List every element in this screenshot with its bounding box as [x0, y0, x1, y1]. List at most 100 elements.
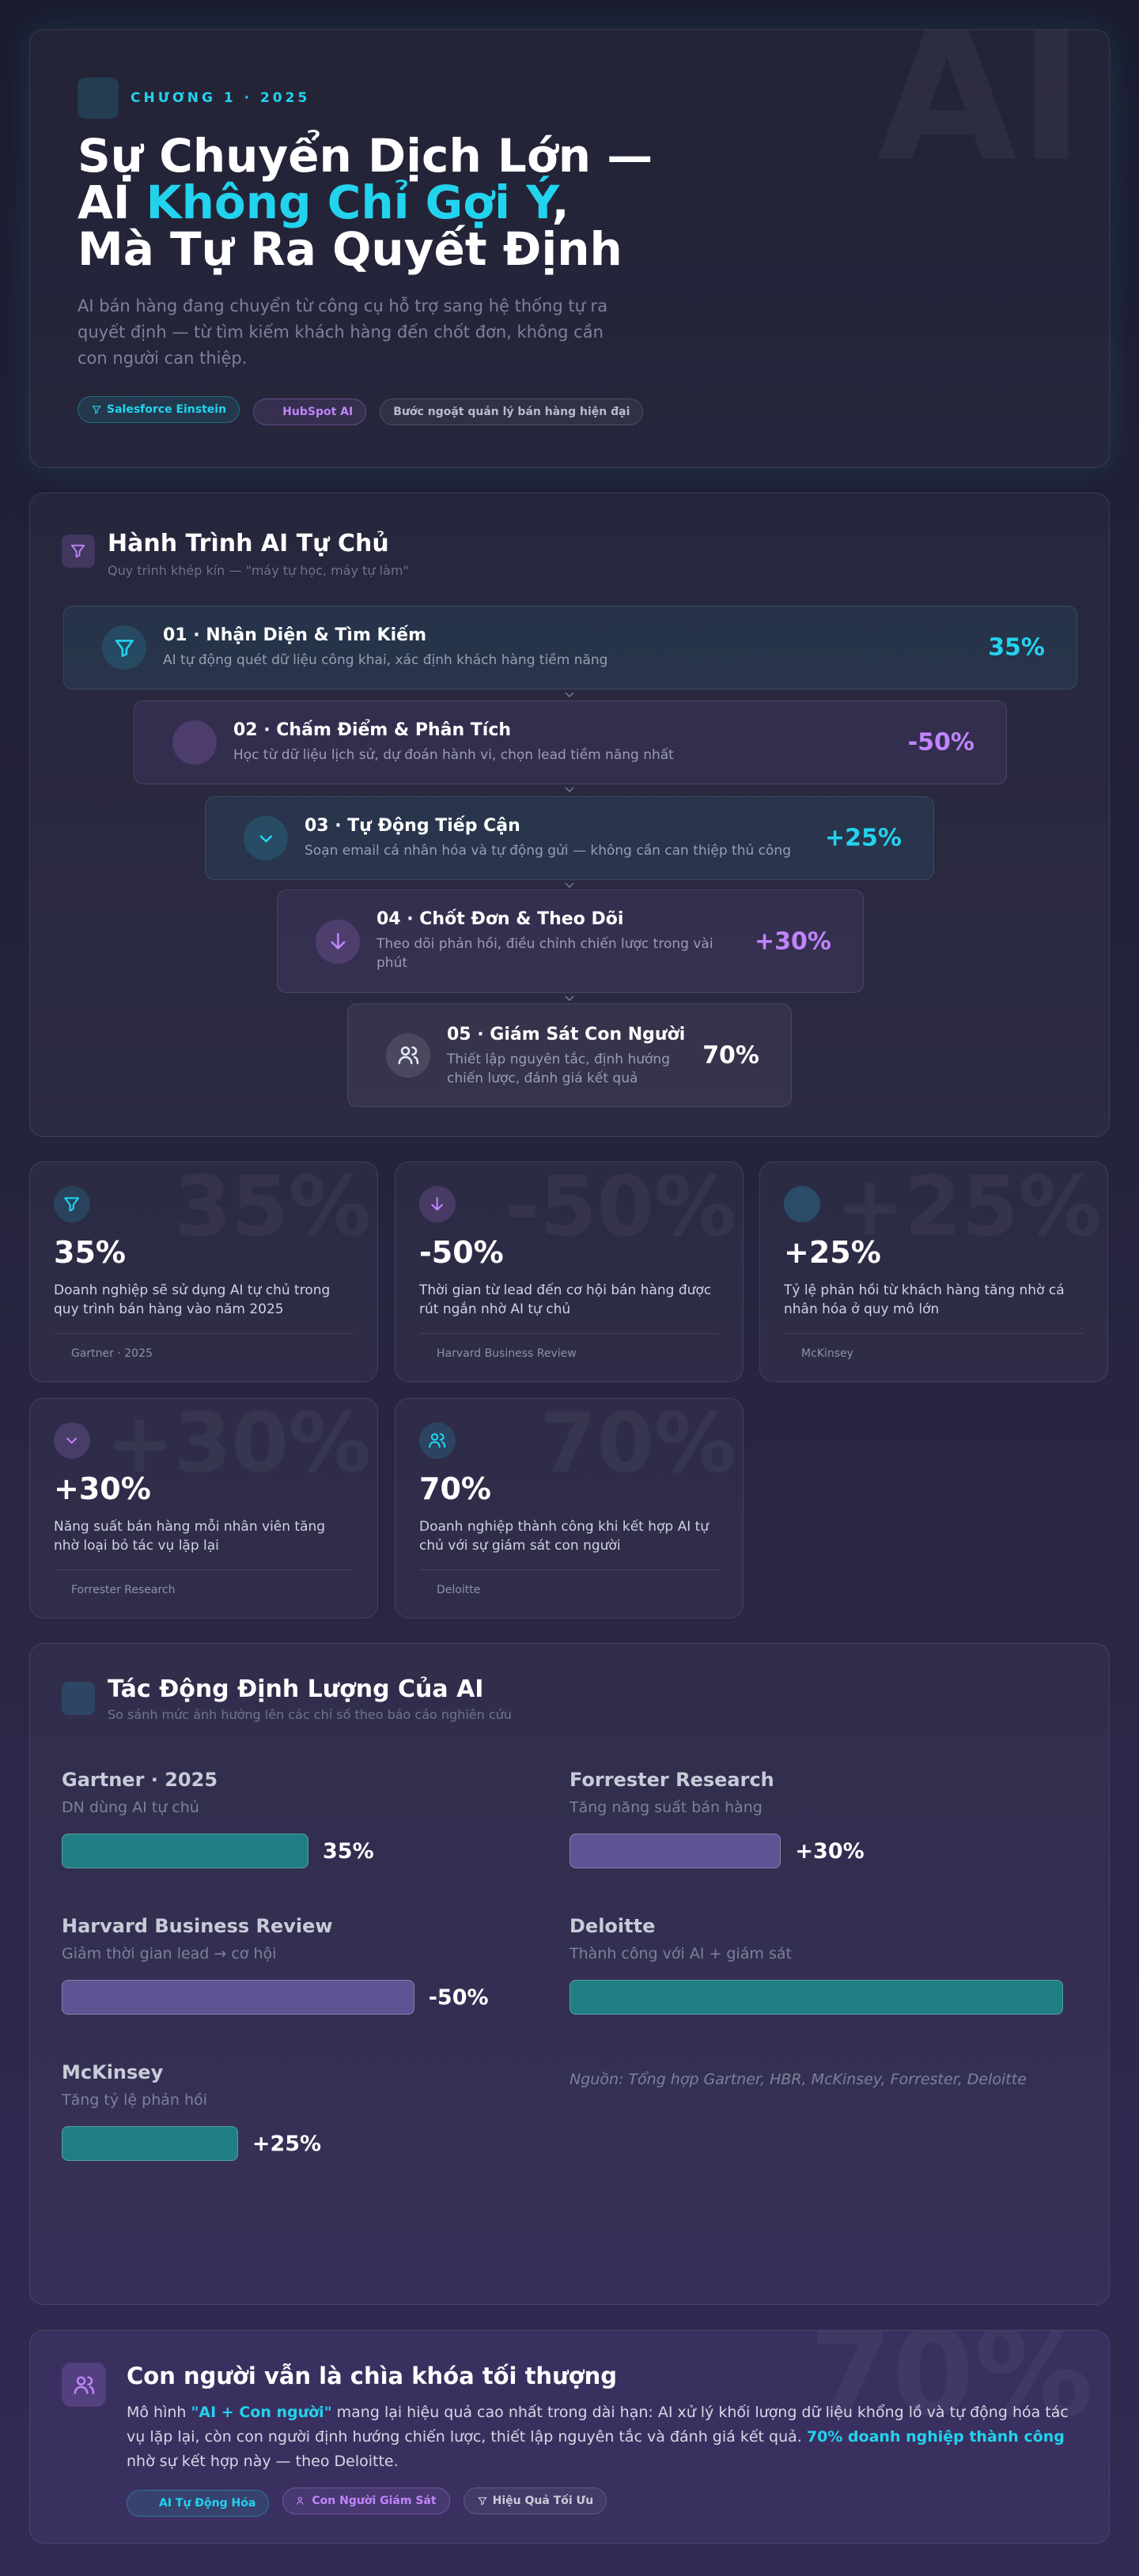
stat-card: 70% 70% Doanh nghiệp thành công khi kết … — [395, 1398, 744, 1618]
impact-item: Forrester Research Tăng năng suất bán hàn… — [570, 1769, 1076, 1868]
section-title: Hành Trình AI Tự Chủ — [108, 530, 389, 557]
step-value: +30% — [755, 927, 831, 955]
journey-card: Hành Trình AI Tự Chủ Quy trình khép kín … — [29, 493, 1110, 1137]
tag: Con Người Giám Sát — [282, 2487, 450, 2514]
stat-source: McKinsey — [801, 1347, 853, 1360]
conclusion-title: Con người vẫn là chìa khóa tối thượng — [127, 2363, 618, 2389]
step-icon — [386, 1033, 430, 1078]
bar-row: 35% — [62, 1834, 568, 1868]
divider — [54, 1569, 354, 1570]
item-source: McKinsey — [62, 2061, 164, 2083]
item-metric: Tăng tỷ lệ phản hồi — [62, 2091, 207, 2109]
description: AI bán hàng đang chuyển từ công cụ hỗ tr… — [78, 297, 608, 368]
divider — [419, 1569, 719, 1570]
step-value: 35% — [988, 633, 1045, 662]
highlight: 70% doanh nghiệp thành công — [806, 2428, 1065, 2446]
tag: Hiệu Quả Tối Ưu — [463, 2487, 607, 2514]
step-description: Soạn email cá nhân hóa và tự động gửi — … — [305, 843, 791, 859]
step-description: AI tự động quét dữ liệu công khai, xác đ… — [163, 652, 608, 668]
connector — [565, 692, 574, 698]
watermark: AI — [876, 30, 1085, 188]
item-metric: Thành công với AI + giám sát — [570, 1945, 792, 1962]
stat-description: Năng suất bán hàng mỗi nhân viên tăng nh… — [54, 1519, 326, 1554]
step-description: Thiết lập nguyên tắc, định hướng chiến l… — [447, 1052, 671, 1086]
step-value: -50% — [907, 728, 974, 757]
icon — [62, 2363, 106, 2407]
stat-card: -50% -50% Thời gian từ lead đến cơ hội b… — [395, 1161, 744, 1382]
stat-description: Doanh nghiệp sẽ sử dụng AI tự chủ trong … — [54, 1282, 331, 1317]
watermark: +30% — [105, 1402, 371, 1484]
title-line: AI Không Chỉ Gợi Ý, — [78, 179, 653, 226]
watermark: -50% — [505, 1165, 736, 1248]
icon — [419, 1186, 456, 1222]
section-subtitle: Quy trình khép kín — "máy tự học, máy tự… — [108, 563, 409, 578]
tag-text: Salesforce Einstein — [107, 403, 227, 416]
text: AI — [78, 176, 146, 229]
stat-value: +30% — [54, 1471, 151, 1506]
stat-description: Tỷ lệ phản hồi từ khách hàng tăng nhờ cá… — [784, 1282, 1065, 1317]
connector — [565, 787, 574, 793]
step-value: +25% — [825, 824, 902, 852]
step-icon — [316, 919, 360, 964]
tag-text: AI Tự Động Hóa — [159, 2497, 256, 2510]
tag-text: Con Người Giám Sát — [312, 2495, 437, 2507]
tag-text: Hiệu Quả Tối Ưu — [492, 2495, 594, 2507]
step: 01 · Nhận Diện & Tìm Kiếm AI tự động qué… — [63, 606, 1077, 689]
title-line: Sự Chuyển Dịch Lớn — — [78, 129, 653, 183]
connector — [565, 995, 574, 1002]
bar — [570, 1834, 781, 1868]
watermark: 70% — [809, 2331, 1093, 2434]
hero-card: AI CHƯƠNG 1 · 2025 Sự Chuyển Dịch Lớn — … — [29, 29, 1110, 468]
step-title: 05 · Giám Sát Con Người — [447, 1025, 686, 1044]
bar — [62, 2126, 238, 2161]
section-title: Tác Động Định Lượng Của AI — [108, 1675, 484, 1703]
connector — [565, 882, 574, 889]
stat-card: 35% 35% Doanh nghiệp sẽ sử dụng AI tự ch… — [29, 1161, 378, 1382]
step-icon — [172, 720, 217, 765]
step: 02 · Chấm Điểm & Phân Tích Học từ dữ liệ… — [134, 701, 1007, 784]
icon — [62, 1682, 95, 1715]
tag-text: HubSpot AI — [282, 406, 354, 418]
text: Mô hình — [127, 2404, 191, 2421]
icon — [62, 534, 95, 568]
bar-row: +30% — [570, 1834, 1076, 1868]
icon — [54, 1186, 90, 1222]
bar-label: +30% — [795, 1838, 865, 1864]
tag: HubSpot AI — [253, 398, 367, 425]
watermark: 35% — [174, 1165, 371, 1248]
divider — [419, 1333, 719, 1334]
step-value: 70% — [702, 1041, 759, 1069]
tags: Salesforce Einstein HubSpot AI Bước ngoặ… — [78, 396, 653, 425]
impact-item: McKinsey Tăng tỷ lệ phản hồi +25% — [62, 2061, 568, 2161]
bar-label: 35% — [323, 1838, 374, 1864]
bar-label: -50% — [428, 1985, 489, 2010]
highlight: Không Chỉ Gợi Ý — [146, 176, 552, 229]
stat-source: Gartner · 2025 — [71, 1347, 153, 1360]
stat-source: Deloitte — [437, 1584, 481, 1596]
stat-card: +25% +25% Tỷ lệ phản hồi từ khách hàng t… — [759, 1161, 1108, 1382]
conclusion-body: Mô hình "AI + Con người" mang lại hiệu q… — [127, 2400, 1084, 2474]
stat-card: +30% +30% Năng suất bán hàng mỗi nhân vi… — [29, 1398, 378, 1618]
tag-text: Bước ngoặt quản lý bán hàng hiện đại — [393, 406, 630, 418]
step-icon — [244, 816, 288, 860]
item-metric: Giảm thời gian lead → cơ hội — [62, 1945, 277, 1962]
item-source: Forrester Research — [570, 1769, 774, 1791]
impact-card: Tác Động Định Lượng Của AI So sánh mức ả… — [29, 1643, 1110, 2305]
stat-description: Doanh nghiệp thành công khi kết hợp AI t… — [419, 1519, 710, 1554]
bar — [62, 1834, 308, 1868]
divider — [784, 1333, 1084, 1334]
bar-row: +25% — [62, 2126, 568, 2161]
text: mang lại hiệu quả cao nhất trong dài hạn… — [127, 2404, 1069, 2446]
step-title: 04 · Chốt Đơn & Theo Dõi — [377, 909, 624, 929]
stat-value: 35% — [54, 1235, 126, 1270]
tag: Salesforce Einstein — [78, 396, 240, 423]
tags: AI Tự Động Hóa Con Người Giám Sát Hiệu Q… — [127, 2487, 616, 2517]
bar — [62, 1980, 414, 2015]
item-source: Deloitte — [570, 1915, 656, 1937]
bar-row — [570, 1980, 1076, 2015]
hero-title: Sự Chuyển Dịch Lớn — AI Không Chỉ Gợi Ý,… — [78, 133, 653, 273]
stat-value: +25% — [784, 1235, 881, 1270]
step-title: 03 · Tự Động Tiếp Cận — [305, 816, 520, 836]
icon — [78, 77, 119, 119]
text: , — [551, 176, 570, 229]
